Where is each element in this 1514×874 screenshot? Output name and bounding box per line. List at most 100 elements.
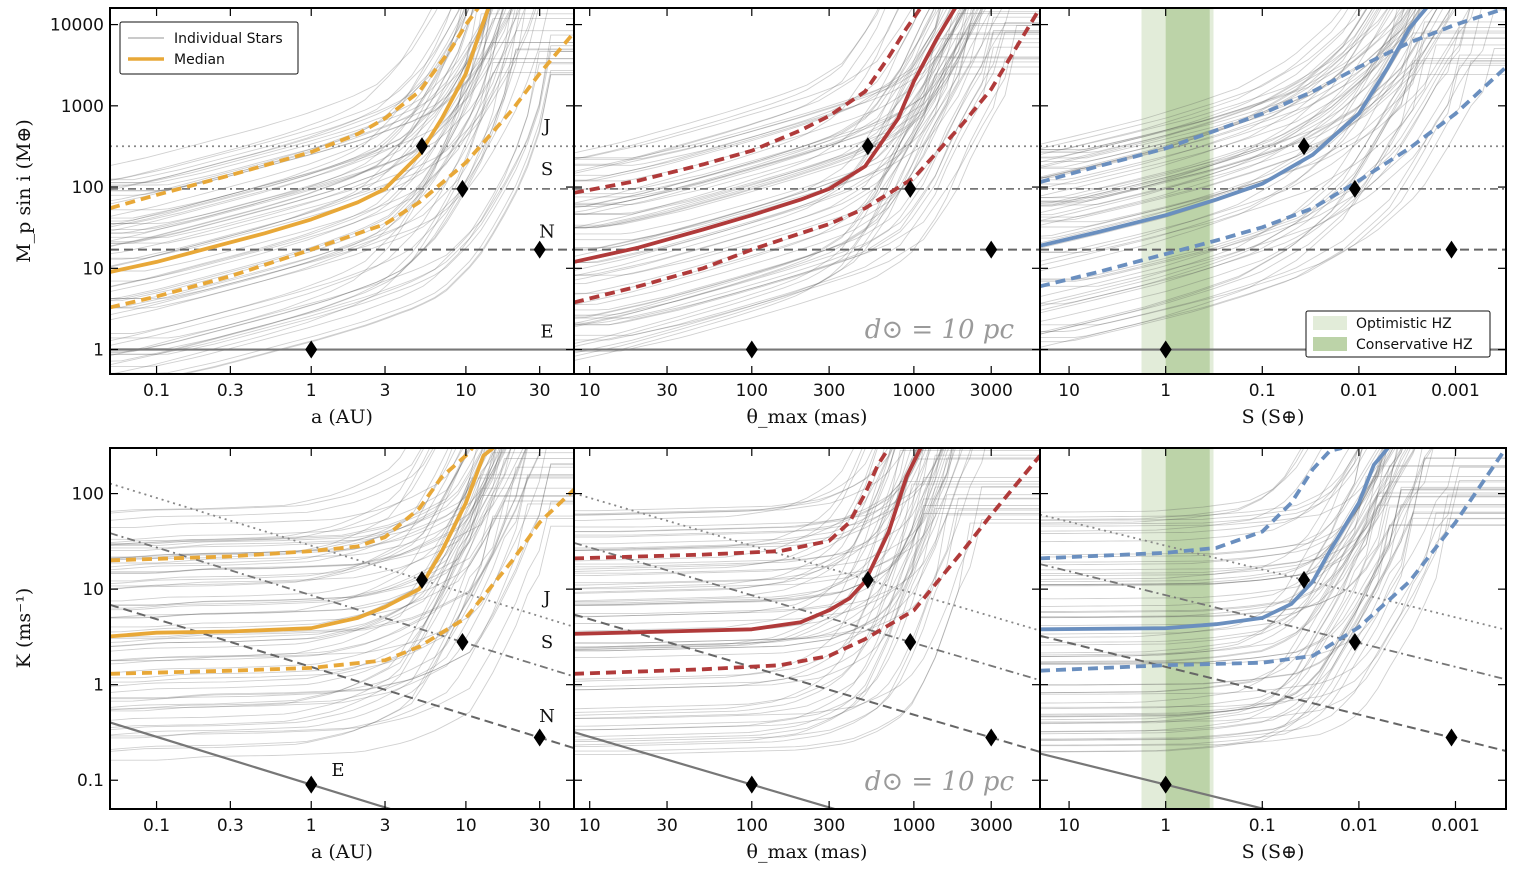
x-tick-label: 3 <box>380 381 391 401</box>
reference-line-N <box>574 613 1040 753</box>
x-tick-label: 0.001 <box>1431 816 1480 836</box>
individual-star-curves <box>574 448 1040 756</box>
planet-marker-S <box>1348 632 1361 651</box>
lower-percentile-line <box>574 8 1040 305</box>
x-axis-label: a (AU) <box>311 841 373 863</box>
y-tick-label: 100 <box>72 178 104 198</box>
x-tick-label: 0.1 <box>1249 816 1276 836</box>
individual-star-curves <box>110 448 574 761</box>
planet-marker-S <box>904 179 917 198</box>
y-tick-label: 10 <box>82 580 104 600</box>
upper-percentile-line <box>574 8 923 195</box>
x-tick-label: 10 <box>455 381 477 401</box>
lower-percentile-line <box>110 31 574 310</box>
panel-frame <box>1039 7 1507 375</box>
legend-optimistic-label: Optimistic HZ <box>1356 316 1452 332</box>
x-tick-label: 300 <box>813 381 845 401</box>
planet-marker-S <box>456 179 469 198</box>
planet-marker-N <box>1445 728 1458 747</box>
panel-top-right <box>1040 8 1506 374</box>
lower-percentile-line <box>574 454 1040 676</box>
y-tick-label: 10000 <box>50 16 104 36</box>
planet-marker-E <box>1159 340 1172 359</box>
x-tick-label: 10 <box>579 816 601 836</box>
planet-marker-E <box>745 775 758 794</box>
upper-percentile-line <box>110 448 474 563</box>
x-axis-label: S (S⊕) <box>1242 406 1305 428</box>
planet-label-S: S <box>541 632 553 653</box>
planet-marker-J <box>861 137 874 156</box>
planet-marker-S <box>904 632 917 651</box>
planet-marker-E <box>305 775 318 794</box>
legend-optimistic-swatch <box>1313 316 1347 330</box>
planet-marker-J <box>1297 570 1310 589</box>
y-tick-label: 1 <box>93 676 104 696</box>
upper-percentile-line <box>574 448 891 561</box>
x-tick-label: 0.3 <box>217 816 244 836</box>
planet-marker-N <box>985 240 998 259</box>
individual-star-curves <box>1040 8 1506 348</box>
reference-line-E <box>1040 752 1269 809</box>
planet-label-J: J <box>541 116 550 137</box>
x-tick-label: 100 <box>736 816 768 836</box>
planet-label-N: N <box>539 222 555 243</box>
legend-median-label: Median <box>174 52 225 68</box>
reference-line-J <box>1040 513 1506 631</box>
legend-conservative-swatch <box>1313 337 1347 351</box>
planet-label-E: E <box>331 760 344 781</box>
y-tick-label: 0.1 <box>77 771 104 791</box>
x-axis-label: θ_max (mas) <box>747 841 868 863</box>
x-tick-label: 10 <box>1058 381 1080 401</box>
x-tick-label: 1 <box>306 381 317 401</box>
x-tick-label: 0.1 <box>143 816 170 836</box>
panel-top-middle <box>574 8 1040 361</box>
y-tick-label: 1 <box>93 341 104 361</box>
planet-marker-S <box>456 632 469 651</box>
x-tick-label: 0.01 <box>1340 381 1378 401</box>
x-tick-label: 100 <box>736 381 768 401</box>
planet-marker-J <box>415 570 428 589</box>
x-tick-label: 3000 <box>970 816 1013 836</box>
x-axis-label: S (S⊕) <box>1242 841 1305 863</box>
panel-bottom-right <box>1040 448 1506 809</box>
planet-label-J: J <box>541 588 550 609</box>
planet-marker-N <box>533 728 546 747</box>
reference-line-S <box>1040 563 1506 681</box>
planet-marker-E <box>745 340 758 359</box>
legend-stars: Individual Stars Median <box>119 21 299 75</box>
planet-label-N: N <box>539 706 555 727</box>
x-tick-label: 1000 <box>892 381 935 401</box>
median-line <box>110 8 491 274</box>
conservative-hz-band <box>1165 8 1210 374</box>
planet-label-S: S <box>541 159 553 180</box>
individual-star-curves <box>574 8 1040 361</box>
upper-percentile-line <box>1040 448 1343 561</box>
x-tick-label: 1 <box>306 816 317 836</box>
planet-marker-N <box>533 240 546 259</box>
x-tick-label: 10 <box>1058 816 1080 836</box>
x-axis-label: θ_max (mas) <box>747 406 868 428</box>
x-tick-label: 30 <box>656 381 678 401</box>
planet-marker-E <box>1159 775 1172 794</box>
reference-line-N <box>1040 634 1506 752</box>
upper-percentile-line <box>110 8 480 211</box>
x-tick-label: 0.3 <box>217 381 244 401</box>
planet-marker-E <box>305 340 318 359</box>
planet-marker-S <box>1348 179 1361 198</box>
legend-hz: Optimistic HZ Conservative HZ <box>1305 310 1491 358</box>
reference-line-E <box>110 721 394 809</box>
planet-label-E: E <box>540 322 553 343</box>
planet-marker-N <box>1445 240 1458 259</box>
median-line <box>1040 448 1390 632</box>
distance-label-bottom: d⊙ = 10 pc <box>865 767 1015 797</box>
bottom-row-ylabel: K (ms⁻¹) <box>13 588 35 668</box>
x-tick-label: 10 <box>455 816 477 836</box>
lower-percentile-line <box>110 488 574 676</box>
planet-marker-J <box>415 137 428 156</box>
x-tick-label: 3 <box>380 816 391 836</box>
x-tick-label: 1 <box>1160 816 1171 836</box>
planet-marker-N <box>985 728 998 747</box>
legend-individual-label: Individual Stars <box>174 31 283 47</box>
median-line <box>110 448 495 639</box>
x-tick-label: 1000 <box>892 816 935 836</box>
